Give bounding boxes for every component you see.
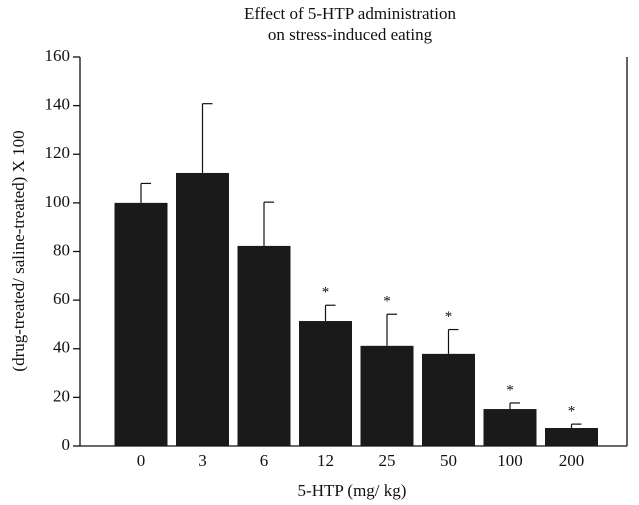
x-tick-label: 100 — [497, 451, 523, 470]
x-tick-label: 3 — [198, 451, 207, 470]
bar — [237, 245, 291, 446]
y-tick-label: 100 — [45, 192, 71, 211]
significance-mark: * — [383, 294, 391, 310]
chart-title: on stress-induced eating — [268, 25, 433, 44]
x-axis-label: 5-HTP (mg/ kg) — [298, 481, 407, 500]
x-tick-label: 25 — [379, 451, 396, 470]
error-bar — [263, 201, 274, 246]
significance-mark: * — [506, 382, 514, 398]
x-tick-label: 0 — [137, 451, 146, 470]
error-bar — [509, 402, 520, 410]
error-bar — [140, 182, 151, 203]
significance-mark: * — [445, 309, 453, 325]
bar — [114, 202, 168, 446]
bar — [545, 428, 598, 446]
error-bar — [324, 304, 336, 322]
y-tick-label: 80 — [53, 240, 70, 259]
error-bar — [201, 103, 213, 173]
significance-mark: * — [568, 404, 576, 420]
error-bar — [386, 313, 397, 346]
y-axis-label: (drug-treated/ saline-treated) X 100 — [9, 130, 28, 371]
bar — [360, 345, 414, 446]
bar — [422, 353, 475, 446]
bar — [176, 172, 229, 446]
chart-title: Effect of 5-HTP administration — [244, 4, 456, 23]
y-tick-label: 140 — [45, 95, 71, 114]
x-tick-label: 12 — [317, 451, 334, 470]
y-tick-label: 40 — [53, 338, 70, 357]
error-bar — [570, 423, 582, 429]
significance-mark: * — [322, 285, 330, 301]
y-tick-label: 160 — [45, 46, 71, 65]
x-tick-label: 200 — [559, 451, 585, 470]
y-tick-label: 0 — [62, 435, 71, 454]
bar — [299, 321, 352, 446]
y-tick-label: 120 — [45, 143, 71, 162]
y-tick-label: 20 — [53, 386, 70, 405]
error-bar — [447, 328, 459, 354]
bar — [483, 409, 537, 446]
y-tick-label: 60 — [53, 289, 70, 308]
x-tick-label: 6 — [260, 451, 269, 470]
x-tick-label: 50 — [440, 451, 457, 470]
